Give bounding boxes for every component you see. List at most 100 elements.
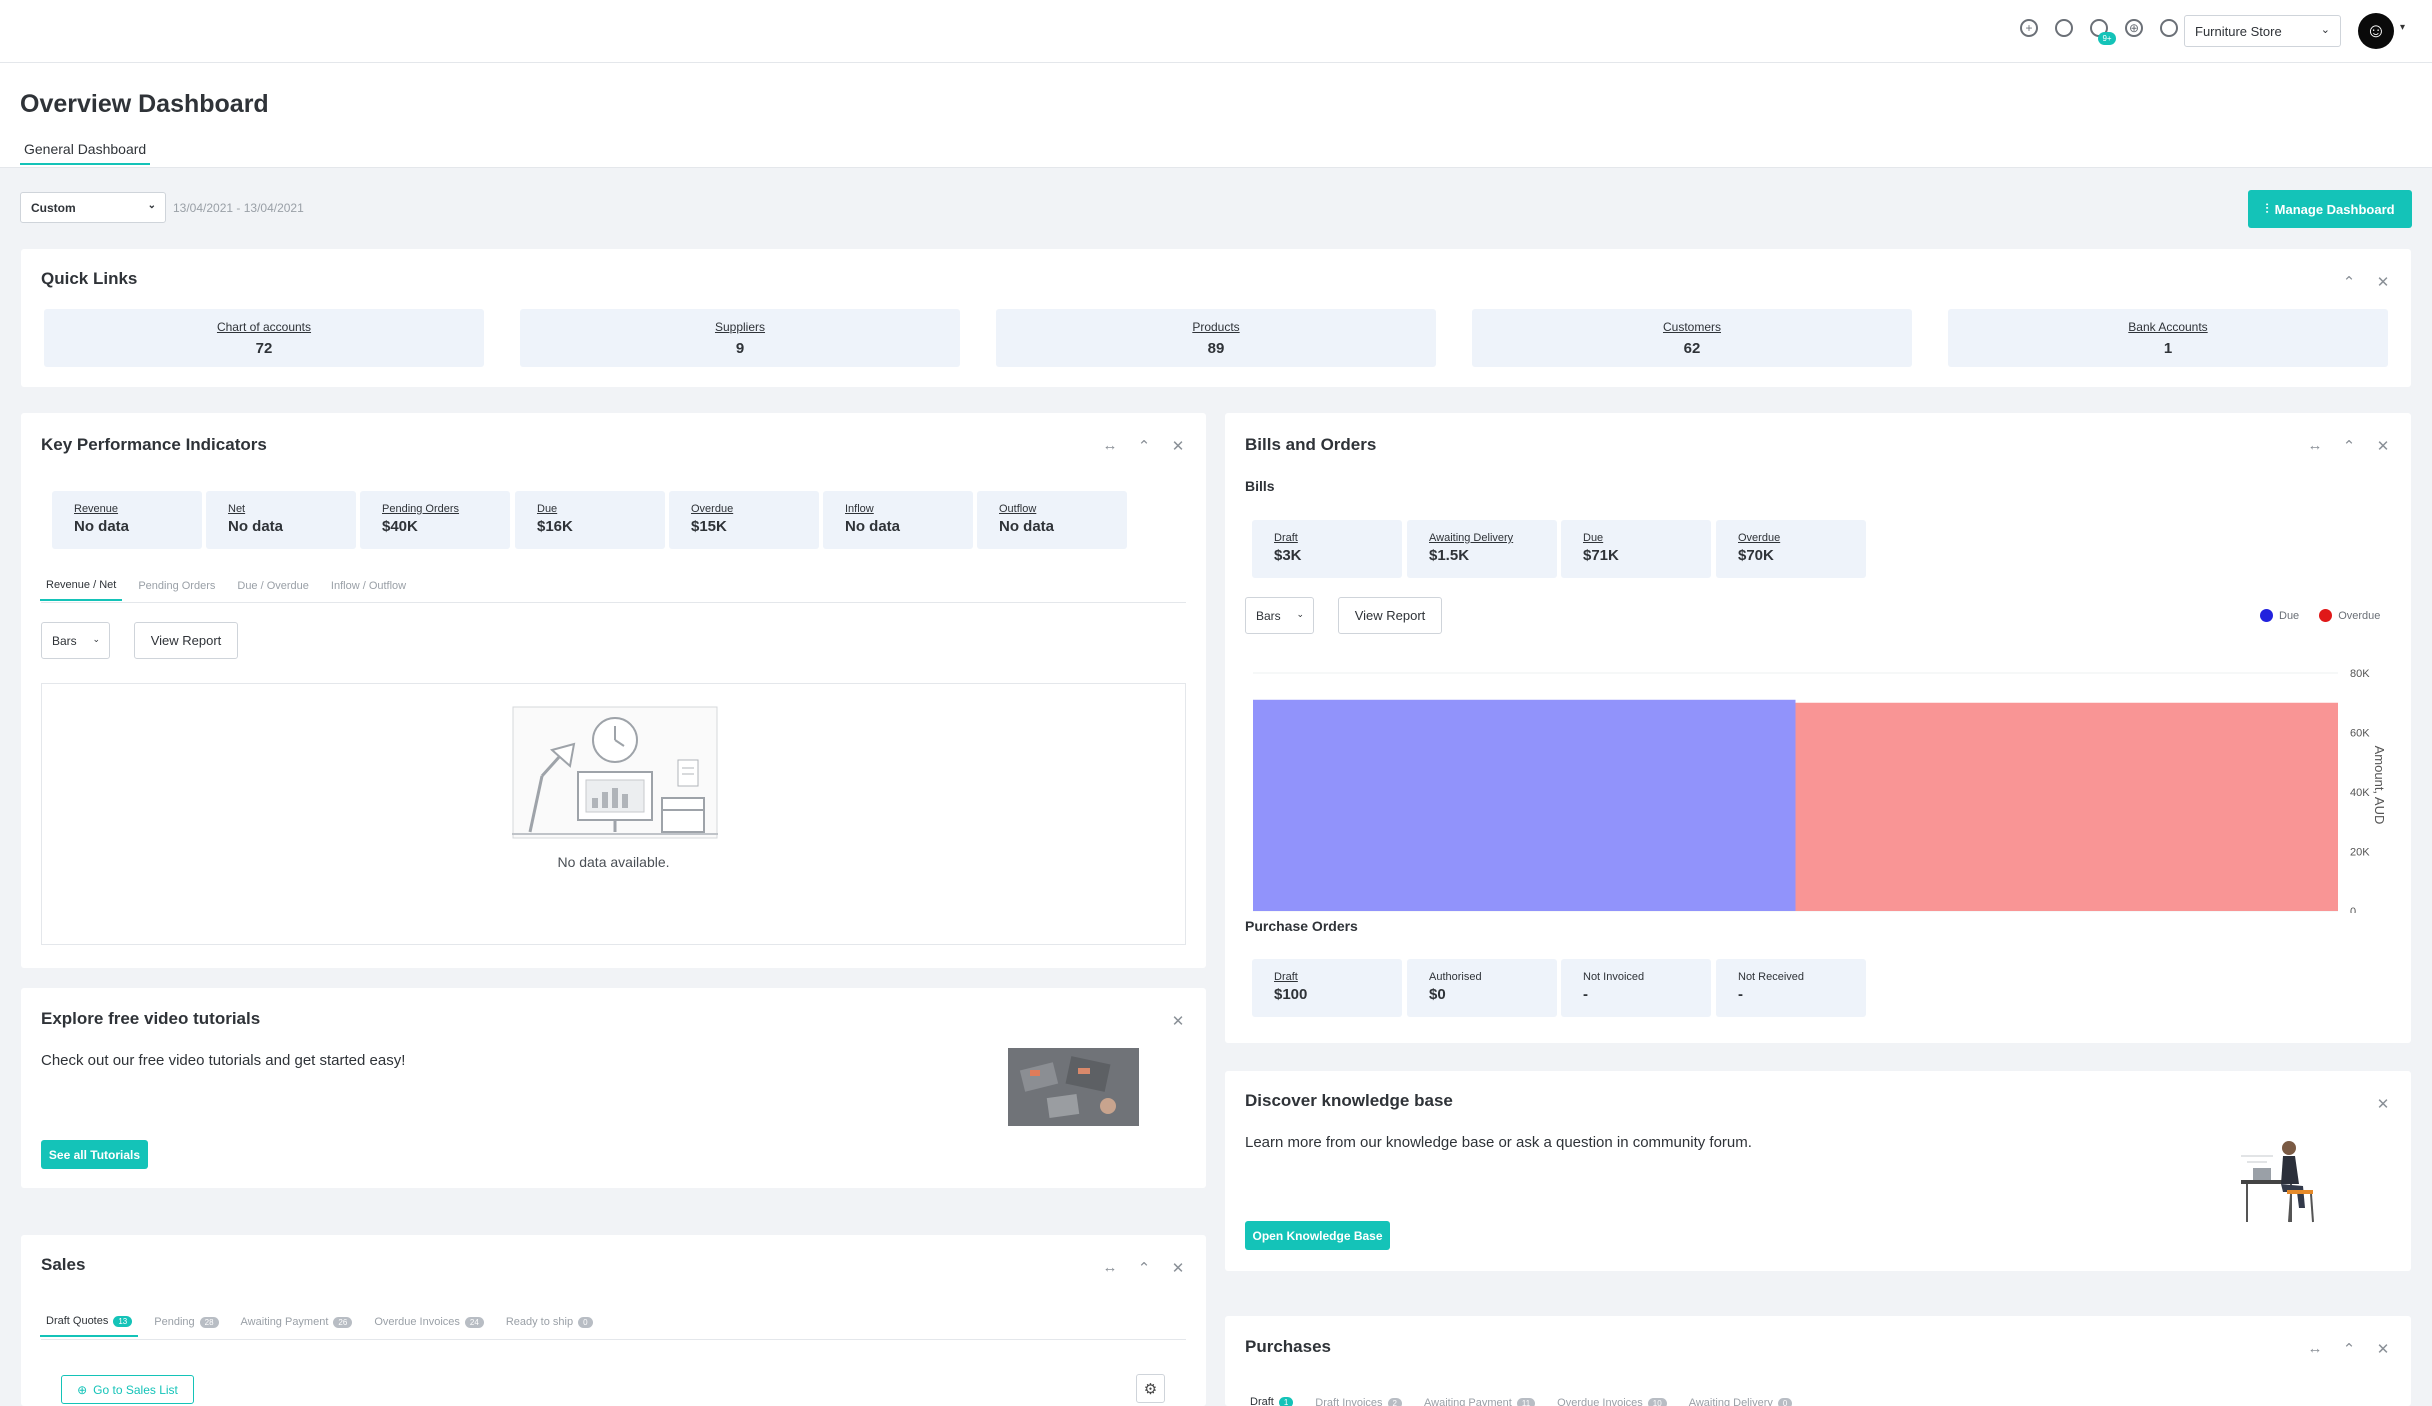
stat-label[interactable]: Overdue [1738,532,1781,544]
close-icon[interactable]: ✕ [2376,438,2390,455]
collapse-icon[interactable]: ⌃ [2342,438,2356,455]
page-header [0,63,2432,168]
kpi-revenue[interactable]: Revenue No data [52,491,202,549]
tab-draft-quotes[interactable]: Draft Quotes 13 [40,1315,139,1337]
bell-icon[interactable]: 9+ [2090,19,2116,45]
tab-awaiting-payment[interactable]: Awaiting Payment 11 [1418,1396,1541,1406]
close-icon[interactable]: ✕ [1171,438,1185,455]
po-draft[interactable]: Draft $100 [1252,959,1402,1017]
stat-label[interactable]: Due [1583,532,1604,544]
stat-label[interactable]: Due [537,503,558,515]
tab-revenue-net[interactable]: Revenue / Net [40,579,123,601]
tab-pending-orders[interactable]: Pending Orders [138,580,216,592]
bill-overdue[interactable]: Overdue $70K [1716,520,1866,578]
tab-overdue-invoices[interactable]: Overdue Invoices 10 [1551,1396,1673,1406]
legend-swatch-overdue [2319,609,2333,622]
quick-link-label[interactable]: Bank Accounts [2128,320,2208,334]
kpi-due[interactable]: Due $16K [515,491,665,549]
close-icon[interactable]: ✕ [2376,1341,2390,1358]
tab-due-overdue[interactable]: Due / Overdue [237,580,309,592]
tutorial-thumbnail[interactable] [1008,1048,1139,1126]
close-icon[interactable]: ✕ [2376,1096,2390,1113]
close-icon[interactable]: ✕ [2376,274,2390,291]
date-range-select[interactable]: Custom ⌄ [20,192,166,223]
open-knowledge-base-button[interactable]: Open Knowledge Base [1245,1221,1390,1250]
settings-button[interactable]: ⚙ [1136,1374,1165,1403]
quick-link-chart-of-accounts[interactable]: Chart of accounts 72 [44,309,484,367]
bar-due[interactable] [1253,699,1796,911]
chevron-down-icon[interactable]: ▾ [2400,22,2406,33]
stat-label[interactable]: Draft [1274,971,1298,983]
quick-link-suppliers[interactable]: Suppliers 9 [520,309,960,367]
tutorials-text: Check out our free video tutorials and g… [41,1052,406,1069]
see-all-tutorials-button[interactable]: See all Tutorials [41,1140,148,1169]
quick-link-label[interactable]: Chart of accounts [216,320,312,334]
stat-label[interactable]: Awaiting Delivery [1429,532,1514,544]
purchases-tabs: Draft 1 Draft Invoices 2 Awaiting Paymen… [1244,1396,1808,1406]
collapse-icon[interactable]: ⌃ [2342,1341,2356,1358]
card-title: Key Performance Indicators [41,435,267,454]
po-authorised: Authorised $0 [1407,959,1557,1017]
y-axis-label: Amount, AUD [2372,746,2387,825]
quick-link-products[interactable]: Products 89 [996,309,1436,367]
kpi-inflow[interactable]: Inflow No data [823,491,973,549]
tab-pending[interactable]: Pending 28 [148,1315,224,1337]
quick-link-value: 9 [735,340,745,357]
close-icon[interactable]: ✕ [1171,1260,1185,1277]
quick-link-label[interactable]: Suppliers [714,320,766,334]
quick-link-label[interactable]: Customers [1662,320,1721,334]
tab-ready-to-ship[interactable]: Ready to ship 0 [500,1315,599,1337]
collapse-icon[interactable]: ⌃ [1137,438,1151,455]
tab-general-dashboard[interactable]: General Dashboard [20,141,151,165]
tab-awaiting-payment[interactable]: Awaiting Payment 26 [235,1315,359,1337]
stat-label[interactable]: Pending Orders [382,503,460,515]
store-select[interactable]: Furniture Store ⌄ [2184,15,2341,47]
stat-label[interactable]: Overdue [691,503,734,515]
stat-label[interactable]: Draft [1274,532,1298,544]
stat-label[interactable]: Inflow [845,503,874,515]
tab-inflow-outflow[interactable]: Inflow / Outflow [330,580,407,592]
tab-draft-invoices[interactable]: Draft Invoices 2 [1309,1396,1408,1406]
manage-dashboard-button[interactable]: ⫶ Manage Dashboard [2248,190,2412,228]
palette-icon[interactable] [2160,19,2178,37]
quick-link-bank-accounts[interactable]: Bank Accounts 1 [1948,309,2388,367]
plus-circle-icon[interactable]: + [2020,19,2038,37]
kpi-pending-orders[interactable]: Pending Orders $40K [360,491,510,549]
view-report-button[interactable]: View Report [1338,597,1442,634]
bar-overdue[interactable] [1795,702,2339,911]
expand-icon[interactable]: ↔ [1102,1259,1118,1276]
stat-label[interactable]: Outflow [999,503,1037,515]
notification-badge: 9+ [2098,32,2116,45]
bill-draft[interactable]: Draft $3K [1252,520,1402,578]
close-icon[interactable]: ✕ [1171,1013,1185,1030]
view-report-button[interactable]: View Report [134,622,238,659]
go-to-sales-list-button[interactable]: ⊕ Go to Sales List [61,1375,194,1404]
bill-awaiting-delivery[interactable]: Awaiting Delivery $1.5K [1407,520,1557,578]
stat-label[interactable]: Revenue [74,503,119,515]
plus-circle-icon: ⊕ [77,1382,88,1397]
tab-overdue-invoices[interactable]: Overdue Invoices 24 [368,1315,490,1337]
stat-label: Authorised [1429,971,1482,983]
stat-label[interactable]: Net [228,503,246,515]
globe-icon[interactable]: ⊕ [2125,19,2143,37]
collapse-icon[interactable]: ⌃ [1137,1260,1151,1277]
kpi-outflow[interactable]: Outflow No data [977,491,1127,549]
chart-type-select[interactable]: Bars ⌄ [41,622,110,659]
avatar[interactable]: ☺ [2358,13,2394,49]
chat-icon[interactable] [2055,19,2073,37]
expand-icon[interactable]: ↔ [1102,437,1118,454]
kpi-chart-area: No data available. [41,683,1186,945]
quick-link-label[interactable]: Products [1192,320,1240,334]
expand-icon[interactable]: ↔ [2307,437,2323,454]
tab-awaiting-delivery[interactable]: Awaiting Delivery 0 [1683,1396,1799,1406]
kpi-overdue[interactable]: Overdue $15K [669,491,819,549]
collapse-icon[interactable]: ⌃ [2342,274,2356,291]
bill-due[interactable]: Due $71K [1561,520,1711,578]
quick-link-customers[interactable]: Customers 62 [1472,309,1912,367]
chart-type-select[interactable]: Bars ⌄ [1245,597,1314,634]
expand-icon[interactable]: ↔ [2307,1340,2323,1357]
tab-label: Draft Quotes [46,1315,109,1327]
kpi-net[interactable]: Net No data [206,491,356,549]
stat-value: - [1583,986,1588,1003]
tab-draft[interactable]: Draft 1 [1244,1396,1299,1406]
